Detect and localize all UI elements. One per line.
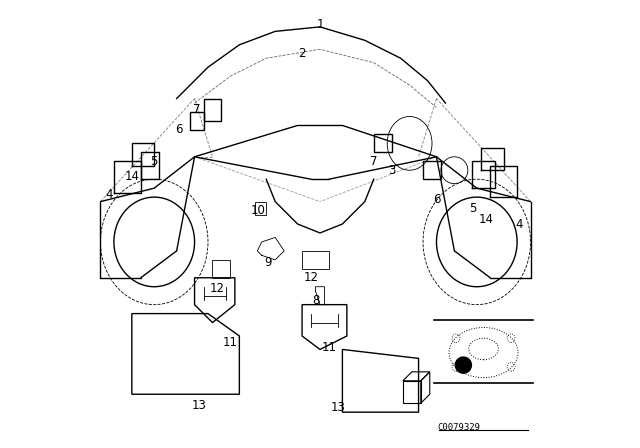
Text: 12: 12	[209, 282, 225, 296]
Text: 4: 4	[106, 188, 113, 202]
Text: 7: 7	[193, 103, 200, 116]
Text: 8: 8	[312, 293, 319, 307]
Text: 4: 4	[516, 217, 523, 231]
Text: C0079329: C0079329	[437, 423, 481, 432]
Text: 6: 6	[175, 123, 182, 137]
Text: 7: 7	[370, 155, 378, 168]
Text: 6: 6	[433, 193, 440, 206]
Text: 14: 14	[478, 213, 493, 226]
Text: 12: 12	[303, 271, 319, 284]
Text: 13: 13	[191, 399, 207, 412]
Text: 3: 3	[388, 164, 396, 177]
Text: 11: 11	[223, 336, 238, 349]
Text: 5: 5	[468, 202, 476, 215]
Text: 1: 1	[316, 18, 324, 31]
Text: 13: 13	[330, 401, 346, 414]
Text: 14: 14	[124, 170, 140, 184]
Text: 5: 5	[150, 155, 158, 168]
Text: 10: 10	[251, 204, 266, 217]
Text: 2: 2	[298, 47, 306, 60]
Text: 11: 11	[321, 340, 337, 354]
Text: 9: 9	[265, 255, 272, 269]
Circle shape	[455, 357, 472, 373]
